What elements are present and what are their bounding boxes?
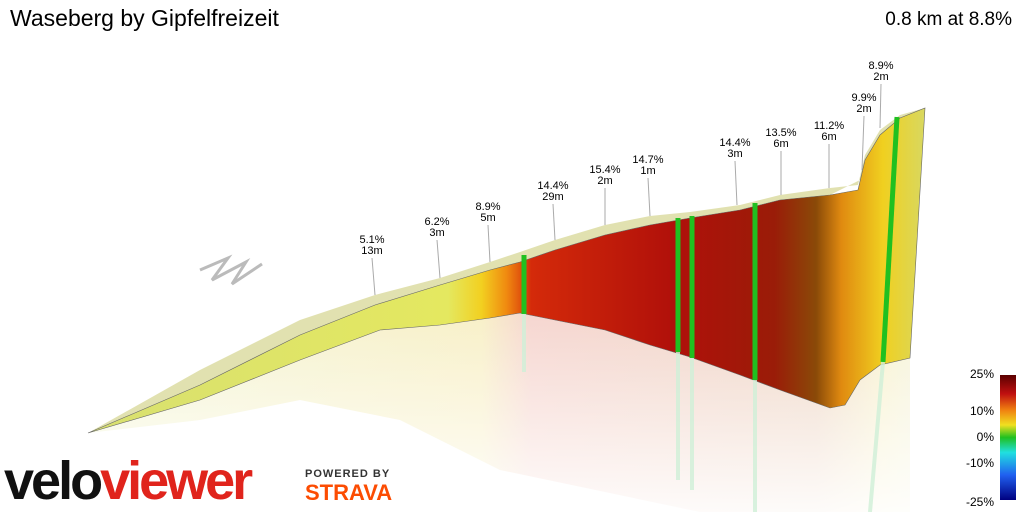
annotation-grade: 9.9%	[851, 92, 876, 104]
annotation-gain: 1m	[640, 165, 655, 177]
grade-scale	[1000, 375, 1016, 500]
annotation-grade: 14.4%	[537, 180, 568, 192]
annotation-gain: 2m	[873, 71, 888, 83]
leader-line	[436, 239, 441, 279]
annotation-grade: 13.5%	[765, 127, 796, 139]
annotation-grade: 11.2%	[814, 120, 845, 132]
leader-line	[552, 203, 556, 241]
annotation-grade: 8.9%	[868, 60, 893, 72]
title: Waseberg by Gipfelfreizeit	[10, 5, 279, 31]
leader-line	[861, 115, 865, 171]
strava-logo: STRAVA	[305, 480, 392, 505]
annotation-gain: 6m	[773, 138, 788, 150]
reflection-stripes	[522, 314, 885, 512]
legend-label: 0%	[977, 430, 995, 444]
leader-line	[371, 257, 376, 296]
annotation-gain: 2m	[856, 103, 871, 115]
annotation-grade: 14.7%	[632, 154, 663, 166]
powered-by: POWERED BY	[305, 468, 390, 480]
annotation-gain: 29m	[542, 191, 563, 203]
annotation-gain: 3m	[429, 227, 444, 239]
legend-label: 10%	[970, 404, 994, 418]
annotation-grade: 6.2%	[424, 216, 449, 228]
annotation-gain: 13m	[361, 245, 382, 257]
annotation-gain: 6m	[821, 131, 836, 143]
logo: veloviewer	[4, 451, 253, 511]
annotation-gain: 5m	[480, 212, 495, 224]
annotation-grade: 8.9%	[475, 201, 500, 213]
green-stripes	[521, 116, 900, 380]
annotation-grade: 5.1%	[359, 234, 384, 246]
annotation-grade: 14.4%	[719, 137, 750, 149]
leader-line	[734, 160, 738, 206]
profile-face	[87, 107, 926, 434]
legend-label: -25%	[966, 495, 994, 509]
annotation-gain: 3m	[727, 148, 742, 160]
logo-velo: velo	[4, 451, 101, 511]
stats: 0.8 km at 8.8%	[885, 9, 1012, 30]
annotation-grade: 15.4%	[589, 164, 620, 176]
legend-label: 25%	[970, 367, 994, 381]
leader-line	[487, 224, 491, 263]
direction-icon	[199, 254, 263, 286]
logo-viewer: viewer	[100, 451, 253, 511]
legend-label: -10%	[966, 456, 994, 470]
leader-line	[879, 83, 882, 129]
leader-line	[647, 177, 651, 217]
annotation-gain: 2m	[597, 175, 612, 187]
